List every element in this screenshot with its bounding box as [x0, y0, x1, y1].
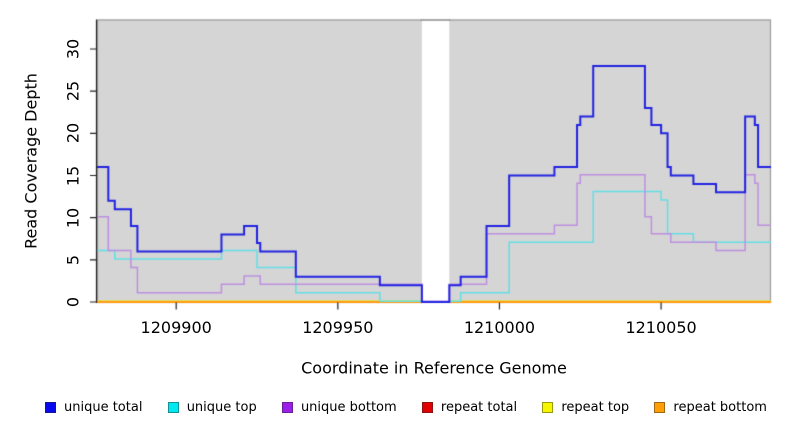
legend-item: repeat top: [542, 400, 629, 415]
legend-item-label: unique top: [186, 399, 257, 415]
legend-item: repeat bottom: [654, 400, 767, 415]
legend-swatch-icon: [281, 401, 293, 413]
legend-item: repeat total: [421, 399, 518, 415]
legend-item: unique bottom: [281, 399, 397, 415]
x-tick-label: 1209950: [302, 318, 374, 337]
x-tick-label: 1210050: [625, 318, 697, 337]
legend-item: unique top: [167, 399, 257, 415]
y-tick-label: 30: [63, 38, 83, 60]
x-tick-label: 1210000: [463, 318, 536, 337]
legend-swatch-icon: [542, 401, 554, 413]
legend: unique total unique top unique bottom repea…: [45, 398, 767, 416]
x-tick-label: 1209900: [140, 318, 212, 337]
legend-swatch-icon: [654, 401, 666, 413]
y-tick-label: 25: [63, 80, 83, 102]
legend-swatch-icon: [45, 401, 56, 413]
y-tick-label: 0: [63, 296, 83, 308]
legend-swatch-icon: [167, 401, 179, 413]
y-tick-label: 10: [63, 207, 83, 228]
legend-swatch-icon: [421, 401, 433, 413]
y-tick-label: 15: [63, 165, 83, 186]
y-axis-title: Read Coverage Depth: [21, 73, 41, 249]
legend-item-label: repeat bottom: [673, 399, 767, 415]
x-axis-title: Coordinate in Reference Genome: [301, 358, 567, 378]
y-tick-label: 5: [63, 254, 83, 265]
legend-item-label: repeat top: [561, 399, 630, 415]
legend-item-label: repeat total: [440, 399, 518, 415]
y-tick-label: 20: [63, 123, 83, 144]
legend-item-label: unique total: [64, 399, 143, 415]
legend-item-label: unique bottom: [300, 399, 397, 415]
legend-item: unique total: [45, 400, 142, 415]
